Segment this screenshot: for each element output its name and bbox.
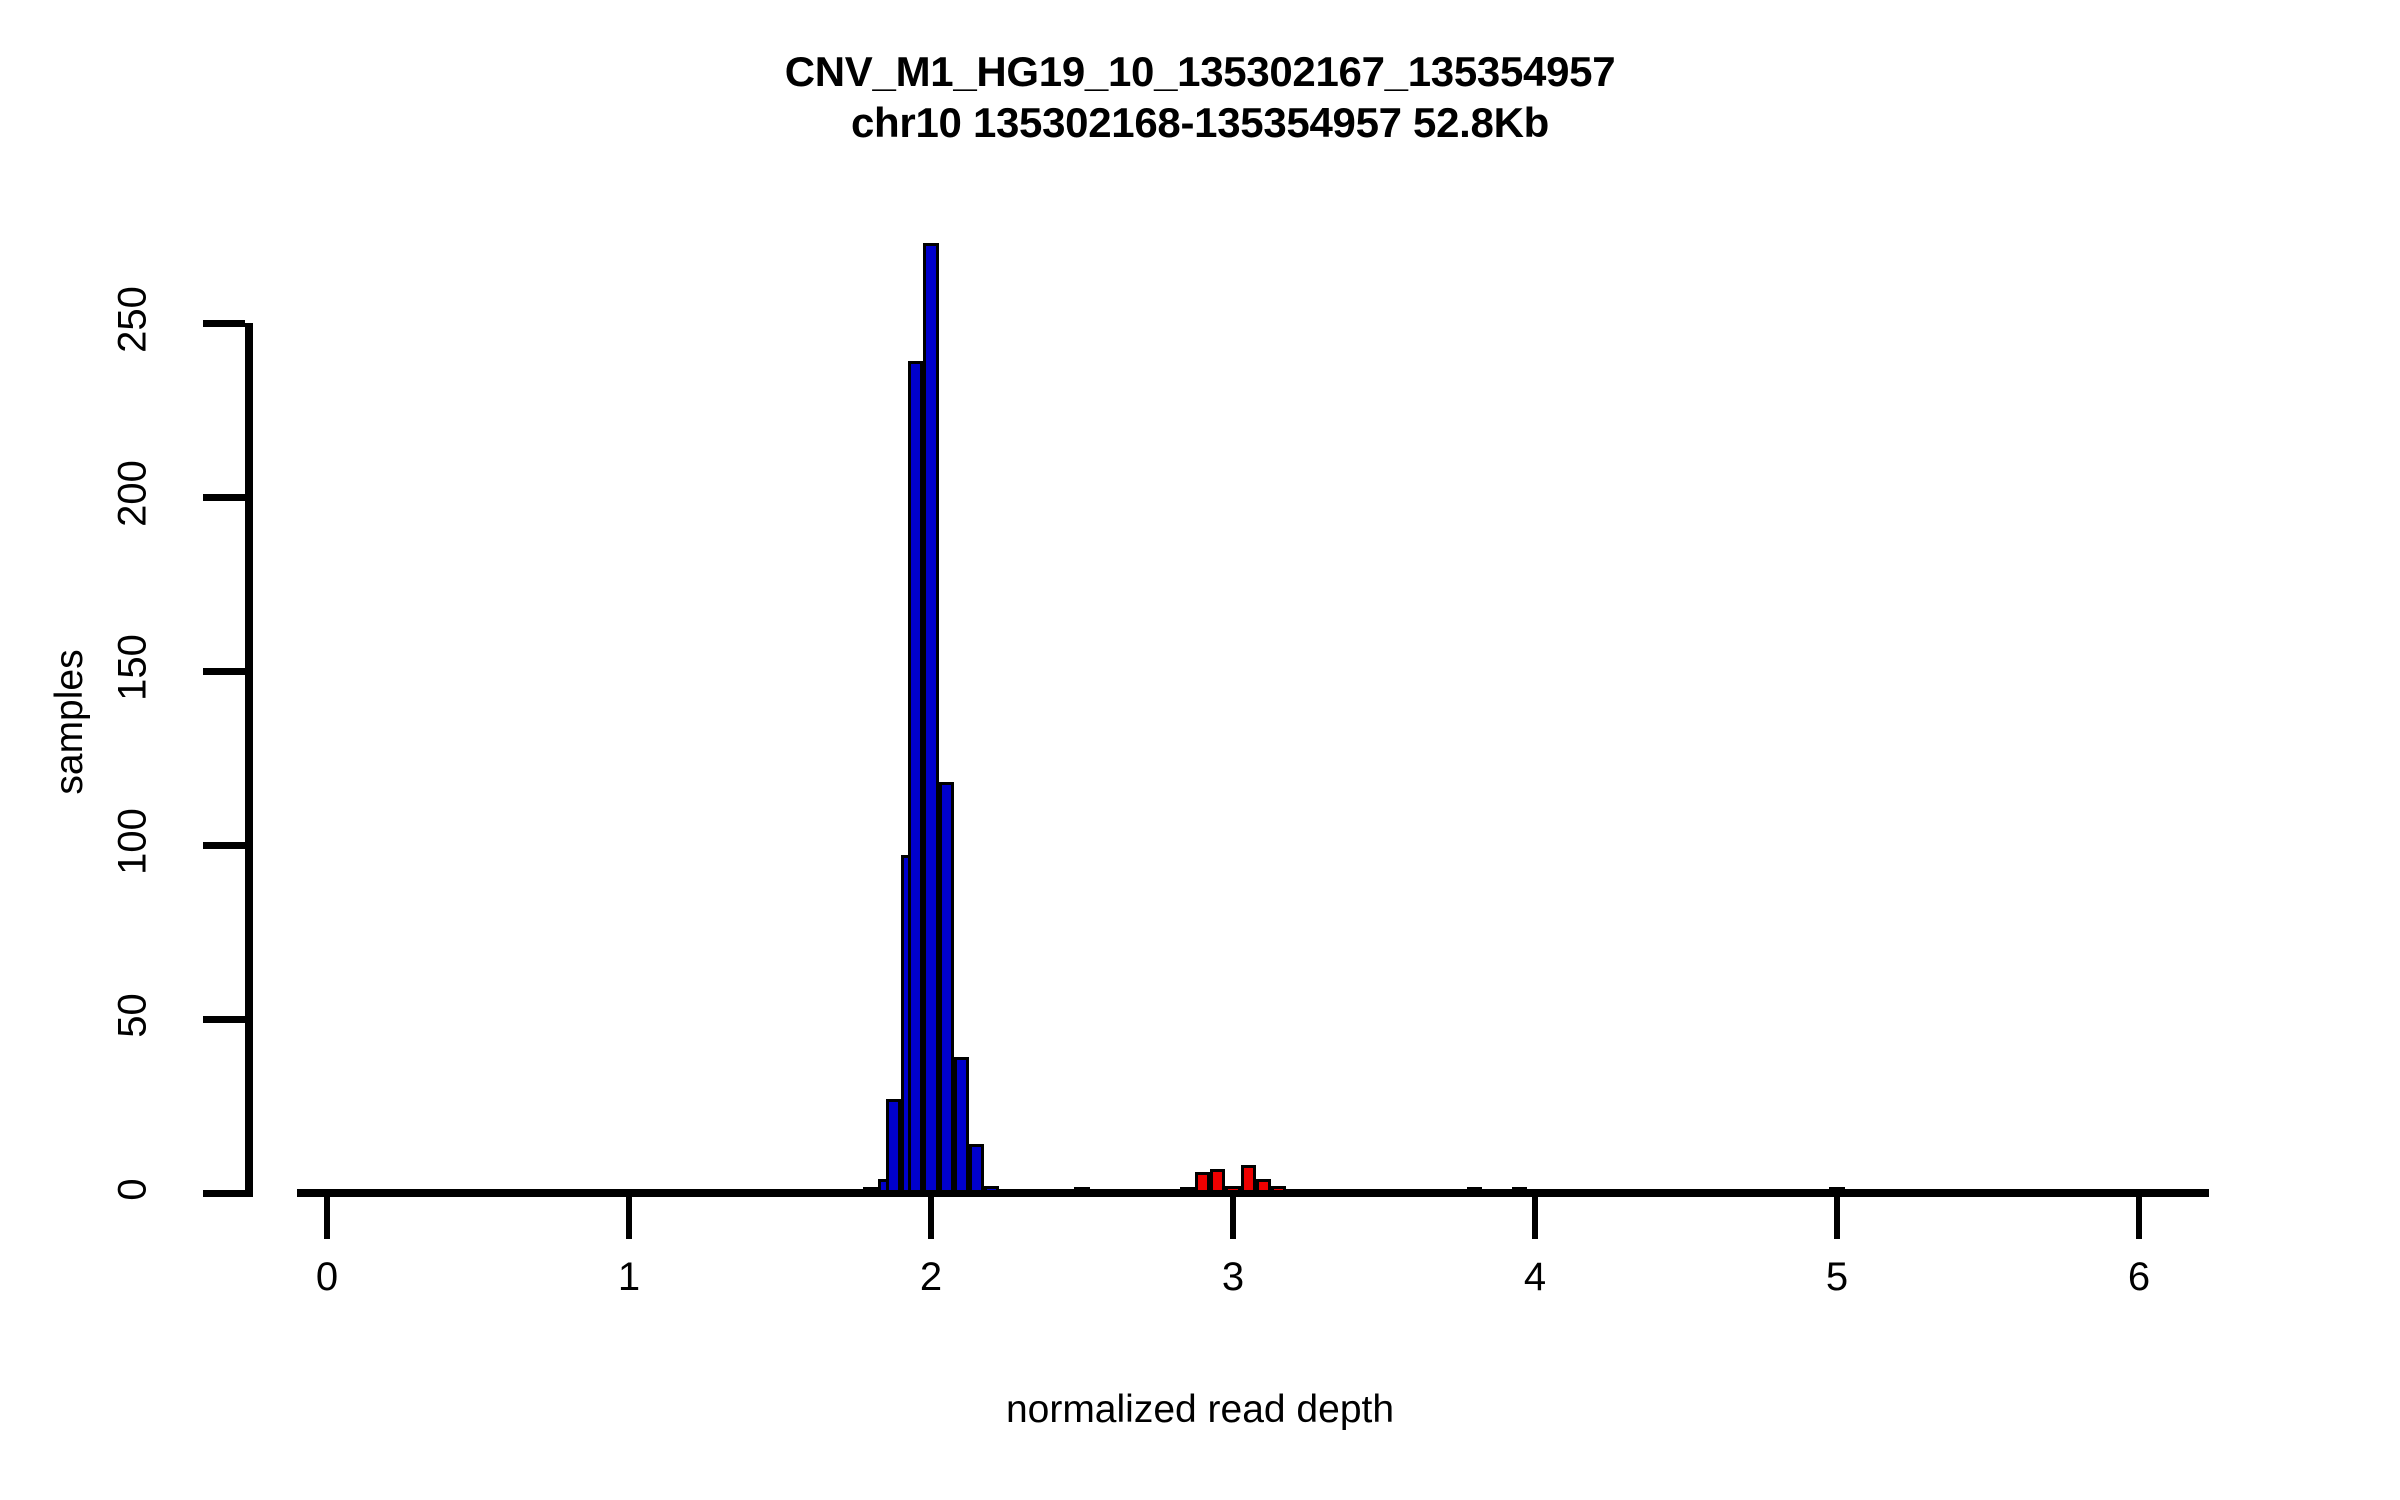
x-tick-label-1: 1 [617, 1255, 641, 1299]
bar-1-1 [1195, 1172, 1211, 1193]
bar-1-3 [1225, 1186, 1241, 1193]
x-tick-label-4: 4 [1523, 1255, 1547, 1299]
bar-1-0 [1180, 1187, 1196, 1193]
x-tick-3 [1230, 1197, 1236, 1239]
bar-0-9 [983, 1186, 999, 1193]
x-tick-2 [928, 1197, 934, 1239]
bar-1-4 [1240, 1165, 1256, 1193]
y-tick-50 [203, 1016, 245, 1023]
y-tick-250 [203, 320, 245, 327]
y-tick-150 [203, 668, 245, 675]
bar-2-1 [1467, 1187, 1483, 1193]
bar-0-5 [923, 242, 939, 1193]
title-line-1: CNV_M1_HG19_10_135302167_135354957 [784, 48, 1616, 95]
y-tick-label-100: 100 [110, 808, 155, 875]
bar-0-2 [885, 1099, 901, 1193]
bar-1-6 [1270, 1186, 1286, 1193]
x-tick-5 [1834, 1197, 1840, 1239]
bar-0-4 [908, 361, 924, 1193]
bar-0-0 [863, 1187, 879, 1193]
y-tick-200 [203, 494, 245, 501]
y-tick-label-250: 250 [110, 286, 155, 353]
y-tick-label-150: 150 [110, 634, 155, 701]
bar-2-0 [1074, 1187, 1090, 1193]
bar-1-2 [1210, 1168, 1226, 1193]
x-tick-label-3: 3 [1221, 1255, 1245, 1299]
x-tick-4 [1532, 1197, 1538, 1239]
x-tick-label-0: 0 [315, 1255, 339, 1299]
y-tick-label-50: 50 [110, 993, 155, 1038]
bar-1-5 [1255, 1179, 1271, 1193]
y-tick-100 [203, 842, 245, 849]
x-tick-0 [324, 1197, 330, 1239]
bar-2-2 [1512, 1187, 1528, 1193]
bar-0-7 [953, 1057, 969, 1193]
bar-0-8 [968, 1144, 984, 1193]
y-tick-label-200: 200 [110, 460, 155, 527]
x-axis-title: normalized read depth [1005, 1388, 1395, 1431]
x-tick-6 [2136, 1197, 2142, 1239]
x-tick-label-5: 5 [1825, 1255, 1849, 1299]
title-line-2: chr10 135302168-135354957 52.8Kb [851, 99, 1549, 147]
y-tick-0 [203, 1190, 245, 1197]
x-tick-label-6: 6 [2127, 1255, 2151, 1299]
page-title: CNV_M1_HG19_10_135302167_135354957 chr10… [0, 46, 2400, 148]
bar-2-3 [1829, 1187, 1845, 1193]
bar-0-6 [938, 782, 954, 1193]
x-tick-1 [626, 1197, 632, 1239]
y-tick-label-0: 0 [110, 1178, 155, 1201]
y-axis-line [245, 323, 253, 1197]
x-axis-line [297, 1189, 2210, 1197]
x-tick-label-2: 2 [919, 1255, 943, 1299]
y-axis-title: samples [48, 649, 91, 795]
